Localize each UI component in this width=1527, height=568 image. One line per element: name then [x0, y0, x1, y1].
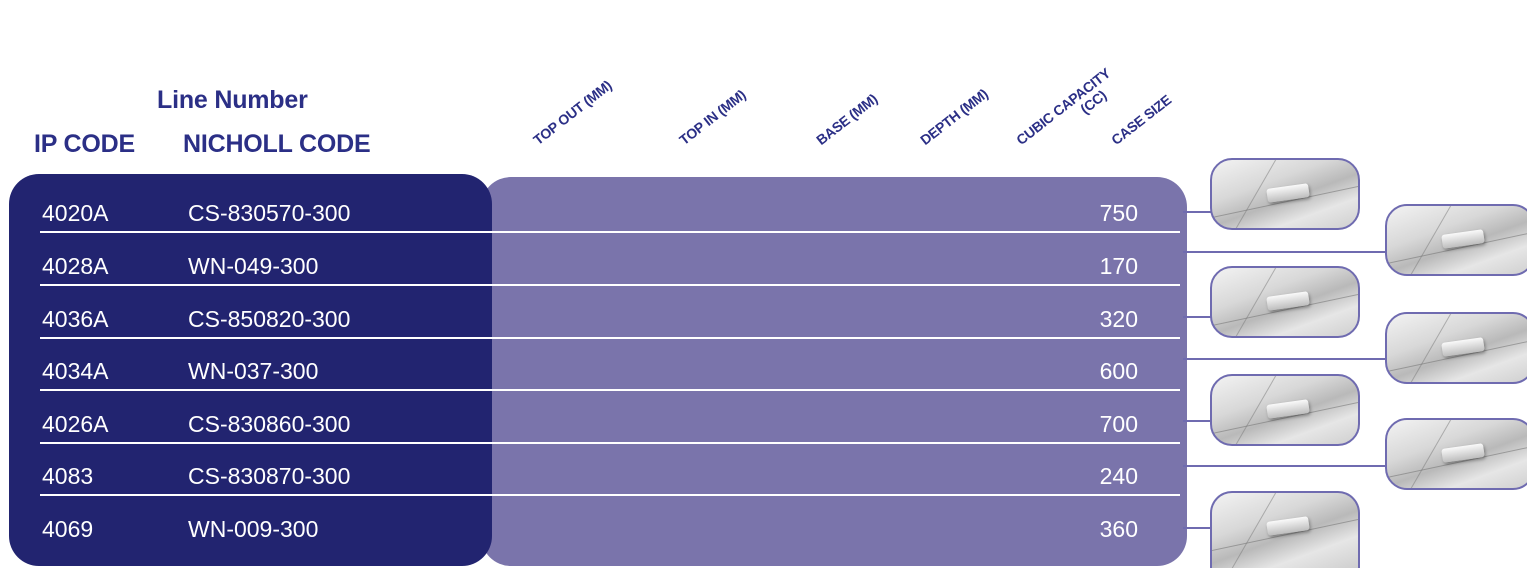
table-row: 4034A WN-037-300 600	[40, 338, 1182, 391]
product-image	[1210, 374, 1360, 446]
table-row: 4020A CS-830570-300 750	[40, 180, 1182, 233]
product-image	[1210, 158, 1360, 230]
image-detail	[1441, 229, 1485, 249]
ip-code-heading: IP CODE	[34, 130, 135, 158]
row-divider	[40, 337, 1180, 339]
product-image	[1210, 491, 1360, 568]
table-row: 4083 CS-830870-300 240	[40, 443, 1182, 496]
col-top-in: TOP IN (MM)	[676, 86, 749, 148]
thumb-connector	[1183, 527, 1213, 529]
product-image	[1385, 204, 1527, 276]
ip-code-cell: 4026A	[42, 411, 109, 437]
table-row: 4036A CS-850820-300 320	[40, 286, 1182, 339]
case-size-cell: 360	[1099, 516, 1138, 542]
col-depth: DEPTH (MM)	[917, 85, 991, 148]
product-image	[1210, 266, 1360, 338]
thumb-connector	[1183, 251, 1388, 253]
codes-panel	[9, 174, 492, 566]
nicholl-code-cell: CS-830870-300	[188, 463, 351, 489]
row-divider	[40, 284, 1180, 286]
image-detail	[1266, 183, 1310, 203]
product-image	[1385, 312, 1527, 384]
ip-code-cell: 4028A	[42, 253, 109, 279]
case-size-cell: 600	[1099, 358, 1138, 384]
thumb-connector	[1183, 420, 1213, 422]
row-divider	[40, 389, 1180, 391]
nicholl-code-heading: NICHOLL CODE	[183, 130, 371, 158]
case-size-cell: 700	[1099, 411, 1138, 437]
case-size-cell: 240	[1099, 463, 1138, 489]
nicholl-code-cell: WN-037-300	[188, 358, 319, 384]
case-size-cell: 170	[1099, 253, 1138, 279]
ip-code-cell: 4034A	[42, 358, 109, 384]
nicholl-code-cell: CS-830860-300	[188, 411, 351, 437]
line-number-heading: Line Number	[157, 86, 308, 114]
image-detail	[1441, 443, 1485, 463]
nicholl-code-cell: WN-049-300	[188, 253, 319, 279]
nicholl-code-cell: CS-850820-300	[188, 306, 351, 332]
col-top-out: TOP OUT (MM)	[530, 77, 615, 148]
row-divider	[40, 231, 1180, 233]
image-detail	[1266, 291, 1310, 311]
image-detail	[1441, 337, 1485, 357]
table-row: 4028A WN-049-300 170	[40, 233, 1182, 286]
row-divider	[40, 494, 1180, 496]
thumb-connector	[1183, 358, 1388, 360]
table-row: 4026A CS-830860-300 700	[40, 391, 1182, 444]
image-detail	[1266, 516, 1310, 536]
product-image	[1385, 418, 1527, 490]
row-divider	[40, 442, 1180, 444]
col-base: BASE (MM)	[813, 90, 881, 148]
case-size-cell: 320	[1099, 306, 1138, 332]
nicholl-code-cell: CS-830570-300	[188, 200, 351, 226]
ip-code-cell: 4036A	[42, 306, 109, 332]
data-panel	[481, 177, 1187, 566]
ip-code-cell: 4069	[42, 516, 94, 542]
thumb-connector	[1183, 316, 1213, 318]
ip-code-cell: 4020A	[42, 200, 109, 226]
nicholl-code-cell: WN-009-300	[188, 516, 319, 542]
ip-code-cell: 4083	[42, 463, 94, 489]
thumb-connector	[1183, 211, 1213, 213]
col-case-size: CASE SIZE	[1108, 91, 1175, 148]
thumb-connector	[1183, 465, 1388, 467]
case-size-cell: 750	[1099, 200, 1138, 226]
image-detail	[1266, 399, 1310, 419]
table-row: 4069 WN-009-300 360	[42, 496, 1182, 548]
